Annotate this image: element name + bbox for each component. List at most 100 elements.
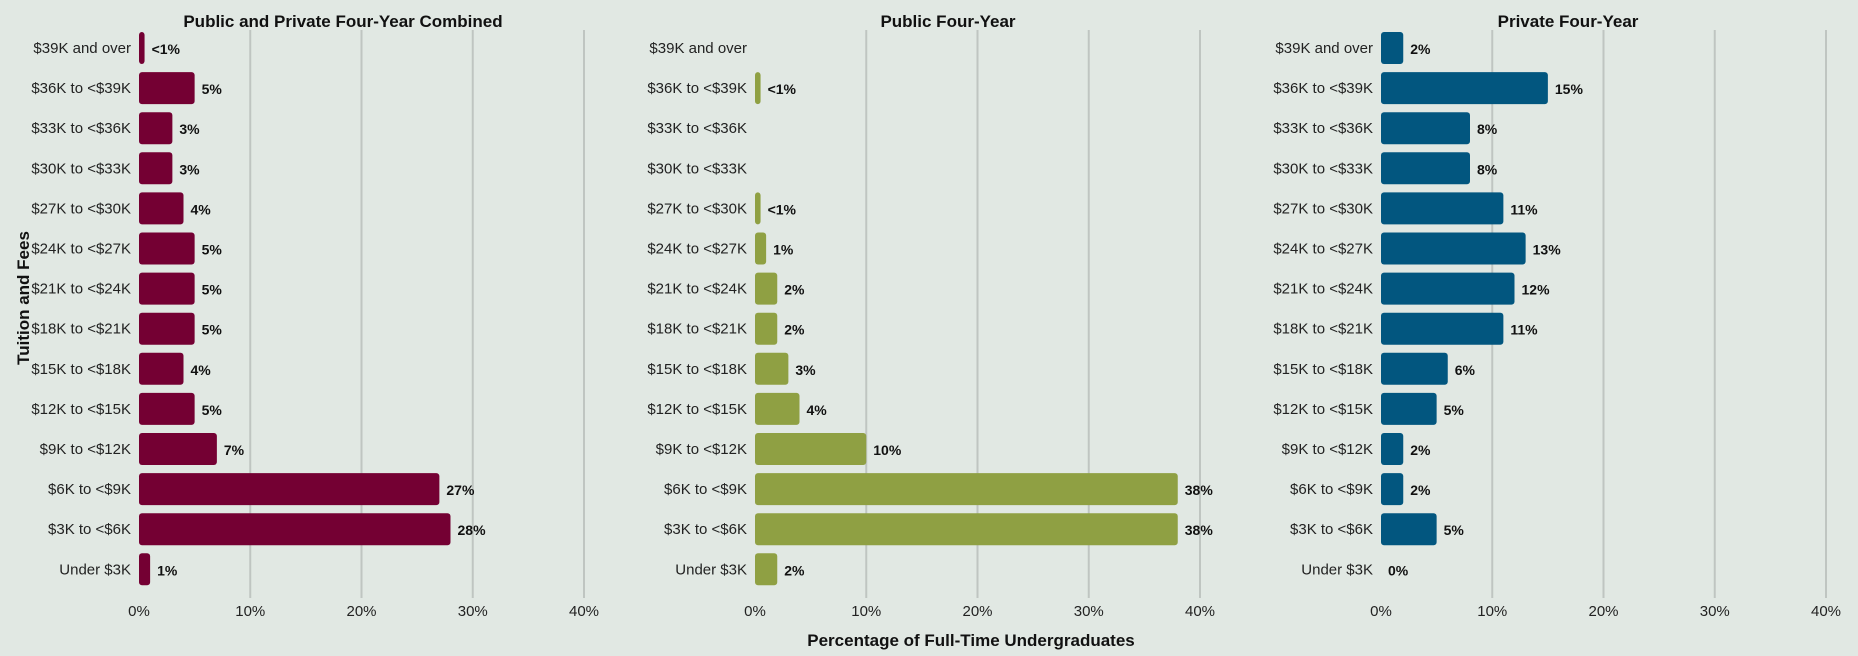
data-label: 2% xyxy=(1410,41,1431,57)
category-label: $30K to <$33K xyxy=(1273,160,1373,177)
data-label: 1% xyxy=(773,242,794,258)
data-label: 2% xyxy=(784,322,805,338)
bar xyxy=(1381,192,1504,225)
x-tick-label: 30% xyxy=(1700,603,1730,620)
category-label: $36K to <$39K xyxy=(1273,80,1373,97)
x-tick-label: 10% xyxy=(235,603,265,620)
category-label: $39K and over xyxy=(33,40,131,57)
x-tick-label: 0% xyxy=(128,603,150,620)
x-tick-label: 40% xyxy=(1811,603,1841,620)
data-label: 15% xyxy=(1555,81,1584,97)
bar xyxy=(139,112,173,145)
data-label: 5% xyxy=(202,282,223,298)
category-label: $21K to <$24K xyxy=(647,281,747,298)
x-tick-label: 0% xyxy=(744,603,766,620)
bar xyxy=(755,513,1178,546)
bar xyxy=(139,513,451,546)
category-label: $6K to <$9K xyxy=(664,481,747,498)
data-label: 7% xyxy=(224,442,245,458)
bar xyxy=(139,152,173,185)
x-tick-label: 40% xyxy=(569,603,599,620)
data-label: 8% xyxy=(1477,161,1498,177)
category-label: $18K to <$21K xyxy=(647,321,747,338)
bar xyxy=(1381,352,1448,385)
data-label: 4% xyxy=(191,201,212,217)
category-label: $39K and over xyxy=(649,40,747,57)
panel-title: Private Four-Year xyxy=(1498,12,1639,31)
bar xyxy=(139,433,217,465)
data-label: 12% xyxy=(1522,282,1551,298)
x-tick-label: 10% xyxy=(1477,603,1507,620)
bar xyxy=(755,192,761,225)
bar xyxy=(1381,513,1437,546)
x-tick-label: 10% xyxy=(851,603,881,620)
data-label: 5% xyxy=(202,81,223,97)
bar xyxy=(139,312,195,345)
x-tick-label: 20% xyxy=(1588,603,1618,620)
data-label: 5% xyxy=(1444,402,1465,418)
panel-title: Public and Private Four-Year Combined xyxy=(183,12,502,31)
data-label: 4% xyxy=(807,402,828,418)
category-label: $24K to <$27K xyxy=(31,241,131,258)
category-label: $33K to <$36K xyxy=(1273,120,1373,137)
bar xyxy=(139,32,145,64)
data-label: 11% xyxy=(1510,201,1538,217)
category-label: $12K to <$15K xyxy=(647,401,747,418)
bar xyxy=(755,312,778,345)
bar xyxy=(755,473,1178,506)
category-label: $27K to <$30K xyxy=(647,200,747,217)
category-label: $27K to <$30K xyxy=(1273,200,1373,217)
data-label: 5% xyxy=(202,322,223,338)
category-label: $21K to <$24K xyxy=(1273,281,1373,298)
panel-3: Private Four-Year $39K and over 2% $36K to … xyxy=(1273,12,1841,620)
data-label: <1% xyxy=(768,201,797,217)
bar xyxy=(1381,152,1470,185)
data-label: 38% xyxy=(1185,482,1214,498)
data-label: 38% xyxy=(1185,522,1214,538)
bar xyxy=(1381,312,1504,345)
x-axis-title: Percentage of Full-Time Undergraduates xyxy=(807,631,1134,650)
bar xyxy=(1381,72,1548,105)
data-label: 13% xyxy=(1533,242,1562,258)
data-label: 0% xyxy=(1388,562,1409,578)
bar xyxy=(755,232,767,265)
category-label: $36K to <$39K xyxy=(31,80,131,97)
category-label: $6K to <$9K xyxy=(48,481,131,498)
x-tick-label: 20% xyxy=(346,603,376,620)
bar xyxy=(1381,392,1437,425)
data-label: 5% xyxy=(1444,522,1465,538)
category-label: $9K to <$12K xyxy=(40,441,131,458)
chart-panels: Public and Private Four-Year Combined $39… xyxy=(31,12,1841,620)
data-label: 11% xyxy=(1510,322,1538,338)
bar xyxy=(139,72,195,105)
data-label: 6% xyxy=(1455,362,1476,378)
category-label: $9K to <$12K xyxy=(656,441,747,458)
bar xyxy=(139,352,184,385)
panel-title: Public Four-Year xyxy=(880,12,1015,31)
category-label: $30K to <$33K xyxy=(647,160,747,177)
bar xyxy=(139,392,195,425)
category-label: $15K to <$18K xyxy=(1273,361,1373,378)
category-label: $15K to <$18K xyxy=(31,361,131,378)
bar xyxy=(1381,433,1404,465)
category-label: $3K to <$6K xyxy=(48,521,131,538)
category-label: $36K to <$39K xyxy=(647,80,747,97)
bar xyxy=(755,272,778,305)
data-label: 3% xyxy=(179,121,200,137)
category-label: $12K to <$15K xyxy=(31,401,131,418)
bar xyxy=(1381,112,1470,145)
category-label: $33K to <$36K xyxy=(647,120,747,137)
data-label: 5% xyxy=(202,402,223,418)
x-tick-label: 30% xyxy=(458,603,488,620)
category-label: $3K to <$6K xyxy=(1290,521,1373,538)
bar xyxy=(139,232,195,265)
bar xyxy=(1381,272,1515,305)
bar xyxy=(755,352,789,385)
bar xyxy=(139,272,195,305)
bar xyxy=(139,473,440,506)
category-label: Under $3K xyxy=(675,561,747,578)
x-tick-label: 40% xyxy=(1185,603,1215,620)
data-label: 2% xyxy=(784,282,805,298)
category-label: $33K to <$36K xyxy=(31,120,131,137)
